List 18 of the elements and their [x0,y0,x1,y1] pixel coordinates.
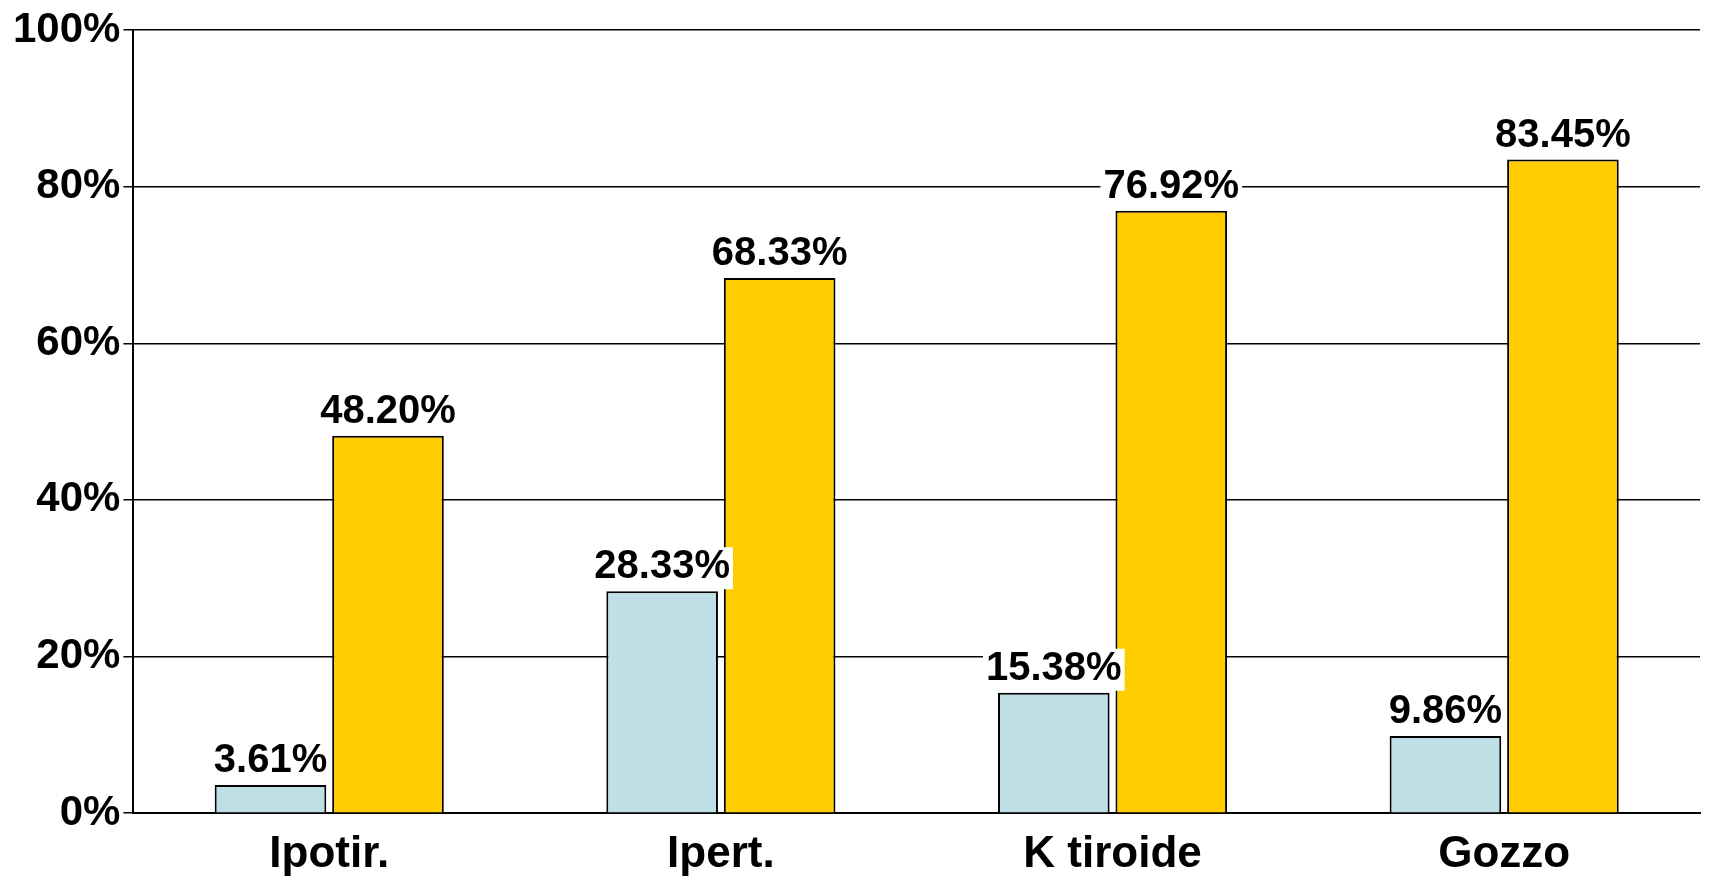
x-tick-label: Ipert. [667,826,775,876]
y-tick-label: 80% [36,160,121,208]
x-tick-label: Gozzo [1438,826,1571,876]
y-tick-label: 60% [36,316,121,364]
y-tick-label: 0% [59,786,121,834]
y-tick-label: 100% [13,3,121,51]
data-label: 28.33% [594,542,730,587]
data-label: 68.33% [711,229,848,274]
data-label: 3.61% [213,735,328,780]
y-tick-label: 40% [36,473,121,521]
data-label: 9.86% [1388,687,1503,732]
data-label: 48.20% [320,386,456,431]
data-label: 83.45% [1495,110,1631,155]
x-tick-label: Ipotir. [269,826,390,876]
data-label: 15.38% [985,643,1122,688]
data-label: 76.92% [1103,161,1240,206]
y-tick-label: 20% [36,630,121,678]
x-tick-label: K tiroide [1023,826,1202,876]
